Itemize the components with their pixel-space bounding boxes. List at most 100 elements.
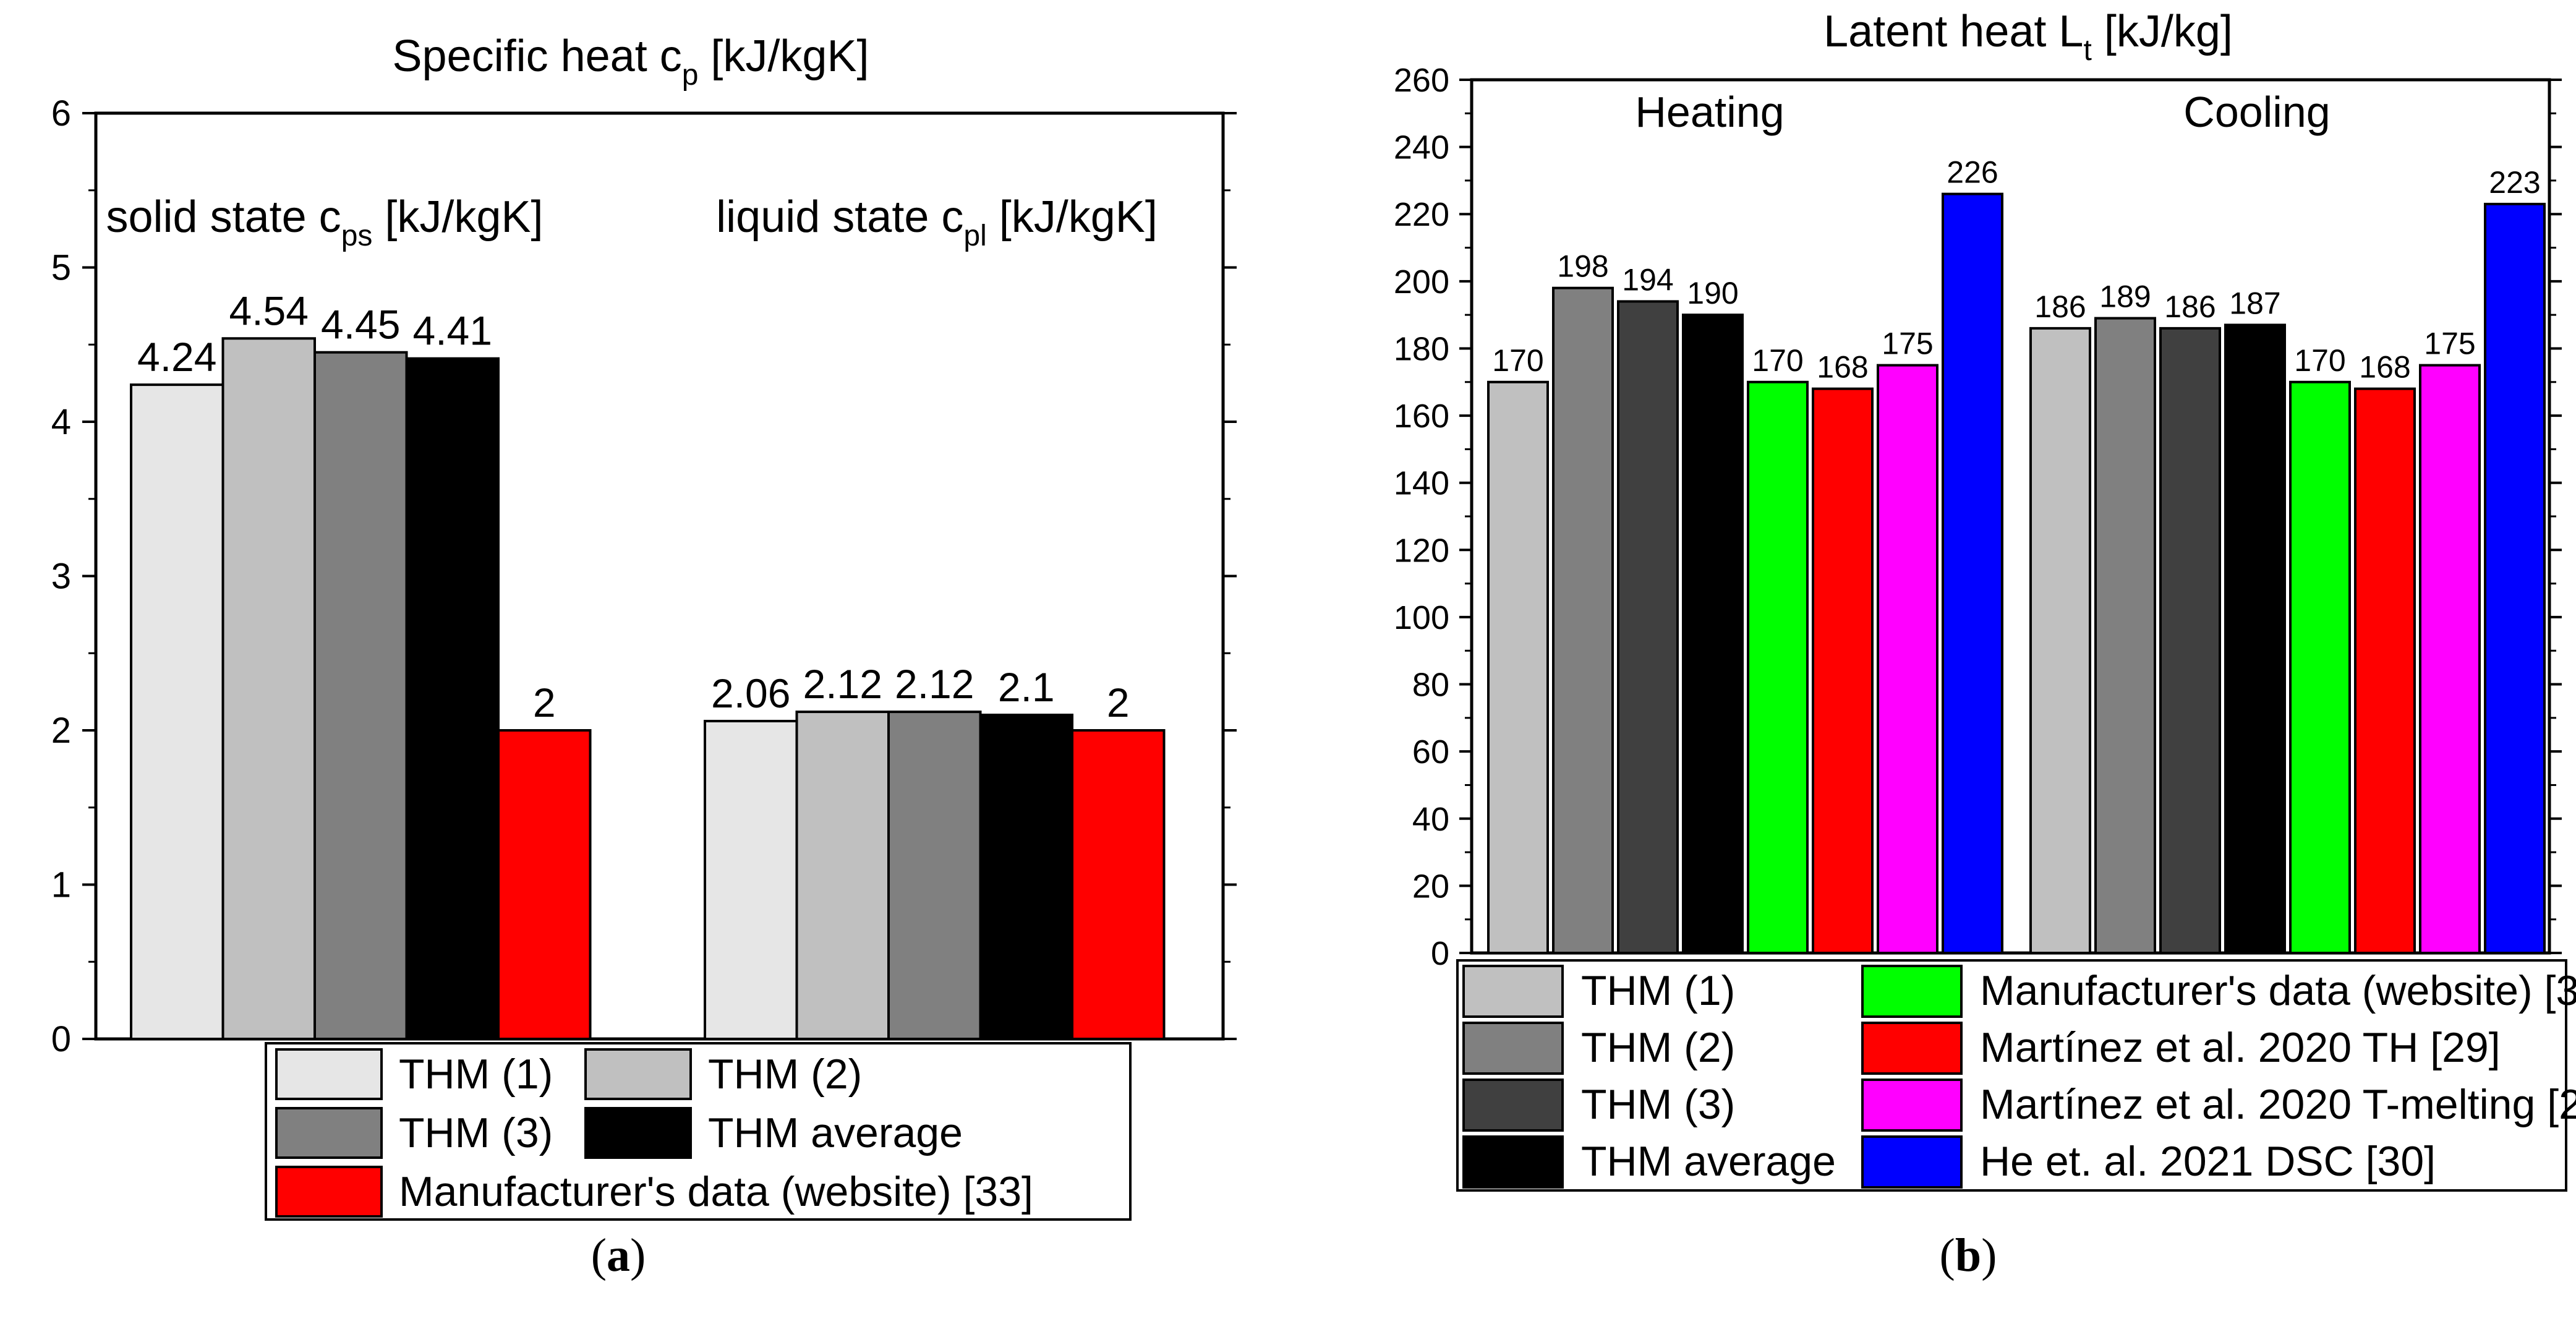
panel-a-bar-thm-3-1 (887, 711, 982, 1041)
panel-b-bar-mart-nez-et-al-2020-t-melting-29-0 (1877, 364, 1938, 954)
panel-a-data-labels: 4.242.064.542.124.452.124.412.12 2 (137, 288, 1130, 725)
panel-a-data-label: 2.12 (895, 661, 974, 707)
panel-b-data-label: 186 (2034, 289, 2086, 324)
panel-b-bar-thm-1-1 (2029, 327, 2091, 954)
panel-b-legend-label-he-et-al-2021-dsc-30: He et. al. 2021 DSC [30] (1980, 1138, 2436, 1185)
panel-a-bar-thm-1-1 (704, 720, 798, 1040)
panel-a-bar-thm-3-0 (313, 351, 408, 1040)
panel-a-group-label-solid: solid state cps [kJ/kgK] (106, 192, 544, 252)
panel-b-legend-swatch-thm-2 (1462, 1022, 1564, 1075)
panel-a-legend-swatch-thm-3 (275, 1107, 383, 1159)
panel-a-data-label: 2 (533, 680, 556, 725)
panel-b-legend-label-thm-average: THM average (1581, 1138, 1836, 1185)
panel-b-y-tick-label: 0 (1431, 935, 1449, 972)
panel-b-bar-mart-nez-et-al-2020-t-melting-29-1 (2419, 364, 2481, 954)
panel-b-bar-thm-2-1 (2094, 317, 2156, 954)
panel-b-data-label: 194 (1622, 262, 1673, 297)
panel-b-bar-thm-2-0 (1552, 286, 1614, 955)
panel-b-legend-swatch-he-et-al-2021-dsc-30 (1861, 1135, 1963, 1189)
panel-b-bar-he-et-al-2021-dsc-30-1 (2484, 202, 2546, 954)
panel-a-legend-box (265, 1042, 1132, 1221)
panel-b-group-label-cooling: Cooling (2183, 88, 2330, 136)
panel-b-bar-mart-nez-et-al-2020-th-29-1 (2354, 387, 2416, 954)
panel-b-group-label-heating: Heating (1635, 88, 1784, 136)
panel-a-caption: (a) (591, 1229, 646, 1281)
panel-a-bar-thm-average-0 (405, 357, 500, 1041)
panel-b-y-tick-label: 260 (1394, 62, 1449, 99)
panel-b-y-tick-label: 220 (1394, 196, 1449, 233)
panel-b-y-tick-label: 40 (1412, 801, 1449, 838)
panel-b-y-tick-label: 140 (1394, 465, 1449, 502)
panel-b-y-tick-label: 180 (1394, 330, 1449, 367)
panel-b-legend-label-thm-2: THM (2) (1581, 1024, 1735, 1071)
panel-b-legend-swatch-mart-nez-et-al-2020-t-melting-29 (1861, 1079, 1963, 1132)
panel-a-data-label: 2 (1107, 680, 1130, 725)
panel-b-legend-label-mart-nez-et-al-2020-t-melting-29: Martínez et al. 2020 T-melting [29] (1980, 1081, 2576, 1128)
panel-a-bar-manufacturer-s-data-website-33-0 (497, 729, 592, 1040)
panel-a-data-label: 4.45 (321, 302, 400, 348)
panel-a-data-label: 4.41 (413, 308, 492, 354)
panel-b-data-label: 189 (2099, 280, 2151, 314)
panel-b-y-tick-label: 100 (1394, 599, 1449, 636)
panel-b-latent-heat: Latent heat Lt [kJ/kg] 0 20 40 60 80 100 120 14… (1394, 7, 2576, 1281)
panel-b-legend-swatch-manufacturer-s-data-website-33 (1861, 965, 1963, 1018)
panel-b-data-label: 223 (2489, 165, 2540, 200)
panel-a-bars (130, 337, 1166, 1041)
panel-b-bar-thm-1-0 (1487, 380, 1549, 954)
panel-b-data-label: 170 (1752, 343, 1803, 378)
panel-b-bar-mart-nez-et-al-2020-th-29-0 (1812, 387, 1874, 954)
panel-a-title: Specific heat cp [kJ/kgK] (392, 32, 869, 92)
panel-b-caption: (b) (1940, 1229, 1997, 1281)
panel-a-legend-label-thm-2: THM (2) (708, 1051, 862, 1098)
panel-b-y-tick-label: 20 (1412, 868, 1449, 905)
panel-b-bar-manufacturer-s-data-website-33-1 (2289, 380, 2351, 954)
panel-a-group-label-liquid: liquid state cpl [kJ/kgK] (716, 192, 1158, 252)
panel-a-data-label: 2.12 (803, 661, 882, 707)
panel-a-legend-label-thm-3: THM (3) (399, 1109, 553, 1156)
panel-b-y-tick-label: 240 (1394, 129, 1449, 166)
panel-a-y-tick-label: 4 (51, 402, 71, 442)
panel-b-data-label: 187 (2229, 286, 2280, 320)
panel-b-data-label: 198 (1557, 249, 1608, 284)
panel-a-y-tick-label: 0 (51, 1019, 71, 1059)
panel-b-legend-label-thm-1: THM (1) (1581, 967, 1735, 1014)
panel-a-y-axis: 0 1 2 3 4 5 6 (51, 93, 1237, 1059)
panel-b-title: Latent heat Lt [kJ/kg] (1823, 7, 2233, 67)
panel-a-legend-swatch-thm-2 (584, 1048, 692, 1100)
panel-b-data-label: 190 (1687, 276, 1738, 310)
panel-a-legend-swatch-thm-1 (275, 1048, 383, 1100)
panel-a-bar-manufacturer-s-data-website-33-1 (1071, 729, 1166, 1040)
panel-a-bar-thm-1-0 (130, 383, 224, 1040)
panel-a-y-tick-label: 3 (51, 557, 71, 597)
panel-b-legend-swatch-mart-nez-et-al-2020-th-29 (1861, 1022, 1963, 1075)
panel-b-data-label: 175 (2424, 327, 2475, 361)
panel-b-legend-label-mart-nez-et-al-2020-th-29: Martínez et al. 2020 TH [29] (1980, 1024, 2501, 1071)
panel-b-legend: THM (1) THM (2) THM (3) THM average Manufact… (1456, 959, 2576, 1192)
panel-a-specific-heat: Specific heat cp [kJ/kgK] 0 1 2 3 4 5 6 4.24 2.… (51, 32, 1237, 1281)
panel-a-bar-thm-2-1 (795, 711, 890, 1041)
panel-b-y-tick-label: 160 (1394, 398, 1449, 435)
panel-b-y-tick-label: 120 (1394, 532, 1449, 569)
panel-b-legend-label-thm-3: THM (3) (1581, 1081, 1735, 1128)
panel-b-bars (1487, 192, 2546, 955)
panel-b-y-tick-label: 80 (1412, 667, 1449, 704)
panel-b-data-label: 170 (1492, 343, 1543, 378)
panel-b-data-label: 170 (2294, 343, 2345, 378)
panel-b-data-label: 186 (2164, 289, 2216, 324)
panel-b-data-label: 168 (2359, 350, 2410, 385)
panel-b-legend-swatch-thm-average (1462, 1135, 1564, 1189)
panel-b-data-labels: 170 186 198 189 194 186 190 187 170 170 168 168 175 1… (1492, 155, 2540, 385)
panel-b-legend-box (1456, 959, 2567, 1192)
panel-a-data-label: 4.54 (229, 288, 309, 333)
panel-a-bar-thm-2-0 (221, 337, 316, 1040)
panel-b-legend-swatch-thm-3 (1462, 1079, 1564, 1132)
panel-a-legend-label-thm-1: THM (1) (399, 1051, 553, 1098)
panel-b-bar-thm-average-0 (1682, 314, 1744, 955)
panel-a-data-label: 2.06 (711, 670, 790, 716)
panel-a-legend-swatch-thm-average (584, 1107, 692, 1159)
panel-a-data-label: 4.24 (137, 334, 216, 380)
panel-a-legend-label-manufacturer-s-data-website-33: Manufacturer's data (website) [33] (399, 1168, 1033, 1215)
panel-b-bar-thm-3-0 (1617, 300, 1679, 954)
panel-b-bar-he-et-al-2021-dsc-30-0 (1942, 192, 2003, 955)
